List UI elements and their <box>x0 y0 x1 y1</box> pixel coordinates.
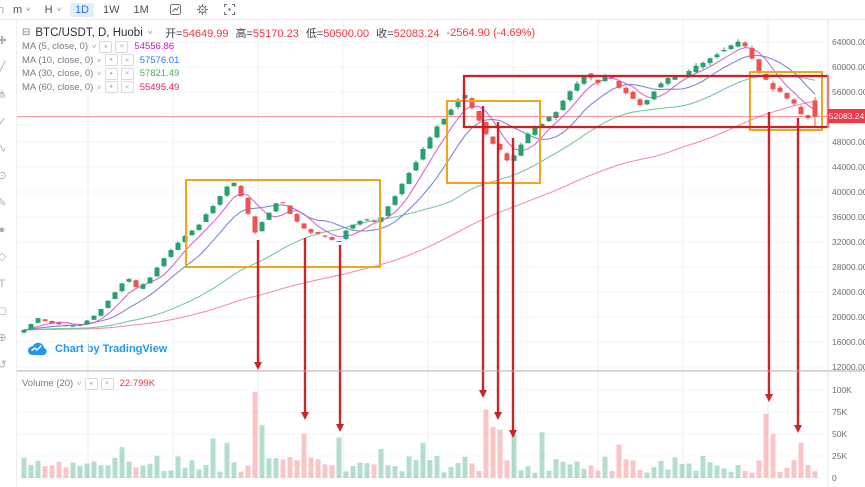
interval-button-1W[interactable]: 1W <box>103 3 120 16</box>
ma-legend-row[interactable]: MA (5, close, 0) ∨ ● ✕ 54556.86 <box>22 40 535 54</box>
ma-label: MA (5, close, 0) <box>22 41 88 53</box>
drawing-toolbar: ✚╱⋔✓∿⊙✎●◇T◻⊕↺ <box>0 19 17 487</box>
ma-legend: MA (5, close, 0) ∨ ● ✕ 54556.86 MA (10, close… <box>22 40 535 94</box>
chart-legend: ⊟ BTC/USDT, D, Huobi ∨ 开=54649.99 高=55170… <box>22 25 535 94</box>
toolbar-icons <box>162 3 243 16</box>
price-axis-label: 32000.00 <box>832 237 865 247</box>
ma-remove-button[interactable]: ✕ <box>120 81 134 94</box>
chart-style-icon[interactable] <box>169 3 182 16</box>
watermark-text[interactable]: Chart by TradingView <box>55 342 168 355</box>
price-axis-label: 40000.00 <box>832 187 865 197</box>
volume-value: 22.799K <box>119 378 156 390</box>
symbol-title[interactable]: BTC/USDT, D, Huobi <box>35 26 143 39</box>
ma-visibility-button[interactable]: ● <box>99 40 113 53</box>
volume-axis-label: 100K <box>832 385 852 395</box>
cut-toolbar-item: n <box>0 3 5 16</box>
fullscreen-icon[interactable] <box>223 3 236 16</box>
price-axis-label: 12000.00 <box>832 362 865 372</box>
marker-dot-icon[interactable]: ● <box>0 216 12 243</box>
volume-legend: Volume (20) ∨ ● ✕ 22.799K <box>22 377 155 391</box>
crosshair-icon[interactable]: ✚ <box>0 27 12 54</box>
interval-button-1M[interactable]: 1M <box>133 3 149 16</box>
top-toolbar: n m ∨ H ∨ 1D 1W 1M <box>0 0 865 20</box>
tradingview-watermark: Chart by TradingView <box>26 341 167 356</box>
pitchfork-icon[interactable]: ⋔ <box>0 81 12 108</box>
price-axis-label: 60000.00 <box>832 62 865 72</box>
fib-retracement-icon[interactable]: ✓ <box>0 108 12 135</box>
ma-remove-button[interactable]: ✕ <box>115 40 129 53</box>
shapes-icon[interactable]: ◇ <box>0 243 12 270</box>
ma-legend-row[interactable]: MA (30, close, 0) ∨ ● ✕ 57821.49 <box>22 67 535 81</box>
chevron-down-icon[interactable]: ∨ <box>76 381 83 388</box>
settings-gear-icon[interactable] <box>196 3 209 16</box>
volume-legend-row[interactable]: Volume (20) ∨ ● ✕ 22.799K <box>22 377 155 391</box>
change-value: -2564.90 (-4.69%) <box>446 26 536 39</box>
ma-legend-row[interactable]: MA (60, close, 0) ∨ ● ✕ 55495.49 <box>22 81 535 95</box>
price-axis-label: 44000.00 <box>832 162 865 172</box>
price-axis-label: 28000.00 <box>832 262 865 272</box>
ma-label: MA (30, close, 0) <box>22 68 94 80</box>
price-axis-label: 36000.00 <box>832 212 865 222</box>
ma-label: MA (10, close, 0) <box>22 54 94 66</box>
collapse-legend-icon[interactable]: ⊟ <box>22 27 31 38</box>
tradingview-logo-icon <box>27 342 47 355</box>
circle-icon[interactable]: ⊙ <box>0 162 12 189</box>
brush-icon[interactable]: ✎ <box>0 189 12 216</box>
volume-visibility-button[interactable]: ● <box>84 377 98 390</box>
ohlc-field: 收=52083.24 <box>376 27 440 40</box>
price-axis-label: 48000.00 <box>832 137 865 147</box>
price-axis-label: 16000.00 <box>832 337 865 347</box>
chevron-down-icon[interactable]: ∨ <box>96 84 103 91</box>
price-axis[interactable]: 64000.00 60000.00 56000.00 48000.00 44000.00… <box>829 19 865 487</box>
ohlc-fields: 开=54649.99 高=55170.23 低=50500.00 收=52083.24 <box>158 25 439 41</box>
ma-value: 57576.01 <box>139 54 180 66</box>
wave-icon[interactable]: ∿ <box>0 135 12 162</box>
ma-legend-row[interactable]: MA (10, close, 0) ∨ ● ✕ 57576.01 <box>22 54 535 68</box>
interval-button-1D[interactable]: 1D <box>69 2 94 17</box>
interval-buttons: m ∨ H ∨ 1D 1W 1M <box>6 2 156 17</box>
ma-value: 57821.49 <box>139 68 180 80</box>
trend-line-icon[interactable]: ╱ <box>0 54 12 81</box>
ohlc-field: 开=54649.99 <box>165 27 229 40</box>
ma-value: 55495.49 <box>139 81 180 93</box>
volume-axis-label: 25K <box>832 451 848 461</box>
pane-separator[interactable] <box>16 369 865 374</box>
ohlc-field: 高=55170.23 <box>235 27 299 40</box>
ma-remove-button[interactable]: ✕ <box>120 67 134 80</box>
ma-label: MA (60, close, 0) <box>22 81 94 93</box>
chevron-down-icon[interactable]: ∨ <box>146 30 154 36</box>
ohlc-field: 低=50500.00 <box>305 27 370 40</box>
chevron-down-icon[interactable]: ∨ <box>96 71 103 78</box>
ma-value: 54556.86 <box>134 41 175 53</box>
interval-button-m[interactable]: m ∨ <box>13 3 32 16</box>
ma-visibility-button[interactable]: ● <box>104 67 118 80</box>
price-axis-label: 64000.00 <box>832 37 865 47</box>
volume-label[interactable]: Volume (20) <box>22 378 74 390</box>
volume-axis-label: 75K <box>832 407 848 417</box>
price-axis-label: 56000.00 <box>832 87 865 97</box>
text-tool-icon[interactable]: T <box>0 270 12 297</box>
ma-remove-button[interactable]: ✕ <box>120 54 134 67</box>
volume-axis-label: 0 <box>832 473 837 483</box>
symbol-legend-row[interactable]: ⊟ BTC/USDT, D, Huobi ∨ 开=54649.99 高=55170… <box>22 25 535 40</box>
interval-button-H[interactable]: H ∨ <box>44 3 62 16</box>
chevron-down-icon[interactable]: ∨ <box>91 44 98 51</box>
rectangle-icon[interactable]: ◻ <box>0 297 12 324</box>
price-axis-label: 24000.00 <box>832 287 865 297</box>
volume-axis-label: 50K <box>832 429 848 439</box>
undo-icon[interactable]: ↺ <box>0 351 12 378</box>
current-price-tag: 52083.24 <box>828 109 865 124</box>
chevron-down-icon[interactable]: ∨ <box>96 57 103 64</box>
price-axis-label: 20000.00 <box>832 312 865 322</box>
ma-visibility-button[interactable]: ● <box>104 54 118 67</box>
ma-visibility-button[interactable]: ● <box>104 81 118 94</box>
zoom-icon[interactable]: ⊕ <box>0 324 12 351</box>
volume-remove-button[interactable]: ✕ <box>100 377 114 390</box>
